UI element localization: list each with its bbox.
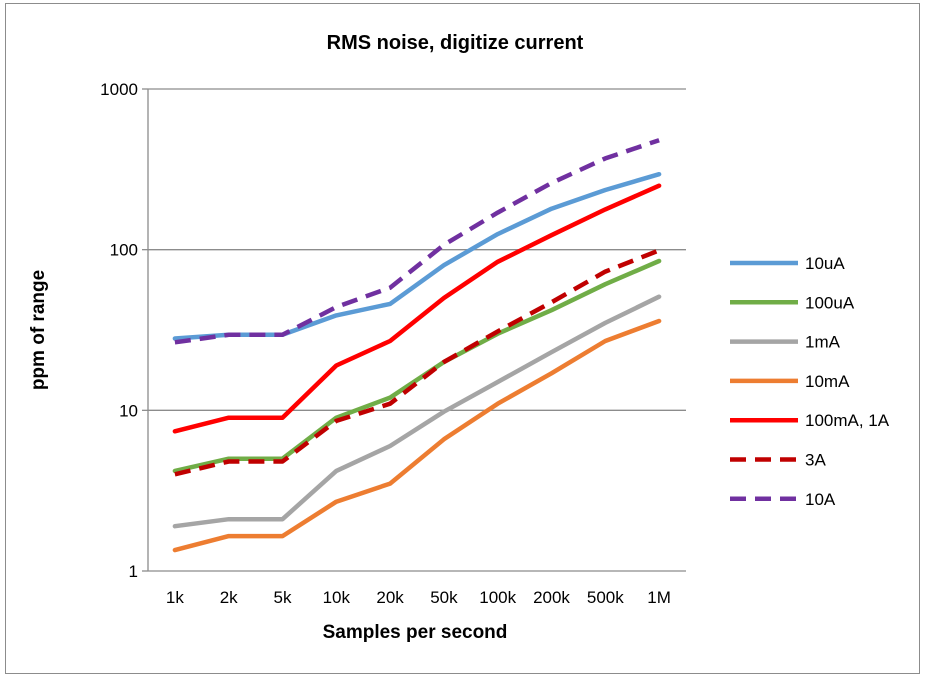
series-line-10ma bbox=[172, 318, 662, 553]
y-tick-label: 1 bbox=[129, 562, 138, 581]
legend-label: 10A bbox=[805, 490, 836, 509]
series-layer bbox=[172, 138, 662, 553]
series-line-1ma bbox=[172, 294, 662, 529]
y-axis-title: ppm of range bbox=[28, 270, 49, 390]
legend-label: 100uA bbox=[805, 293, 855, 312]
x-tick-label: 1M bbox=[647, 588, 671, 607]
chart-title: RMS noise, digitize current bbox=[327, 32, 584, 54]
series-line-10ua bbox=[172, 171, 662, 341]
legend: 10uA 100uA 1mA 10mA 100mA, 1A 3A 10A bbox=[730, 254, 890, 509]
legend-label: 10mA bbox=[805, 372, 850, 391]
x-tick-label: 50k bbox=[430, 588, 458, 607]
y-tick-label: 10 bbox=[119, 401, 138, 420]
x-tick-label: 1k bbox=[166, 588, 184, 607]
x-tick-label: 200k bbox=[533, 588, 570, 607]
x-tick-label: 2k bbox=[220, 588, 238, 607]
legend-label: 10uA bbox=[805, 254, 845, 273]
series-line-100ma-1a bbox=[172, 183, 662, 434]
series-line-100ua bbox=[172, 258, 662, 474]
legend-label: 100mA, 1A bbox=[805, 411, 890, 430]
x-tick-label: 500k bbox=[587, 588, 624, 607]
chart-frame bbox=[5, 3, 920, 674]
series-line-10a bbox=[174, 138, 660, 345]
x-axis-title: Samples per second bbox=[323, 622, 508, 643]
legend-label: 3A bbox=[805, 451, 826, 470]
x-tick-label: 20k bbox=[376, 588, 404, 607]
y-tick-label: 100 bbox=[110, 241, 138, 260]
x-tick-label: 10k bbox=[323, 588, 351, 607]
legend-label: 1mA bbox=[805, 333, 841, 352]
axis-layer: 1 10 100 1000 1k 2k 5k 10k 20k 50k 100k 200k 500k 1M bbox=[100, 80, 671, 607]
grid-layer bbox=[148, 88, 686, 572]
y-tick-label: 1000 bbox=[100, 80, 138, 99]
x-tick-label: 100k bbox=[479, 588, 516, 607]
x-tick-label: 5k bbox=[274, 588, 292, 607]
series-line-3a bbox=[174, 248, 660, 477]
